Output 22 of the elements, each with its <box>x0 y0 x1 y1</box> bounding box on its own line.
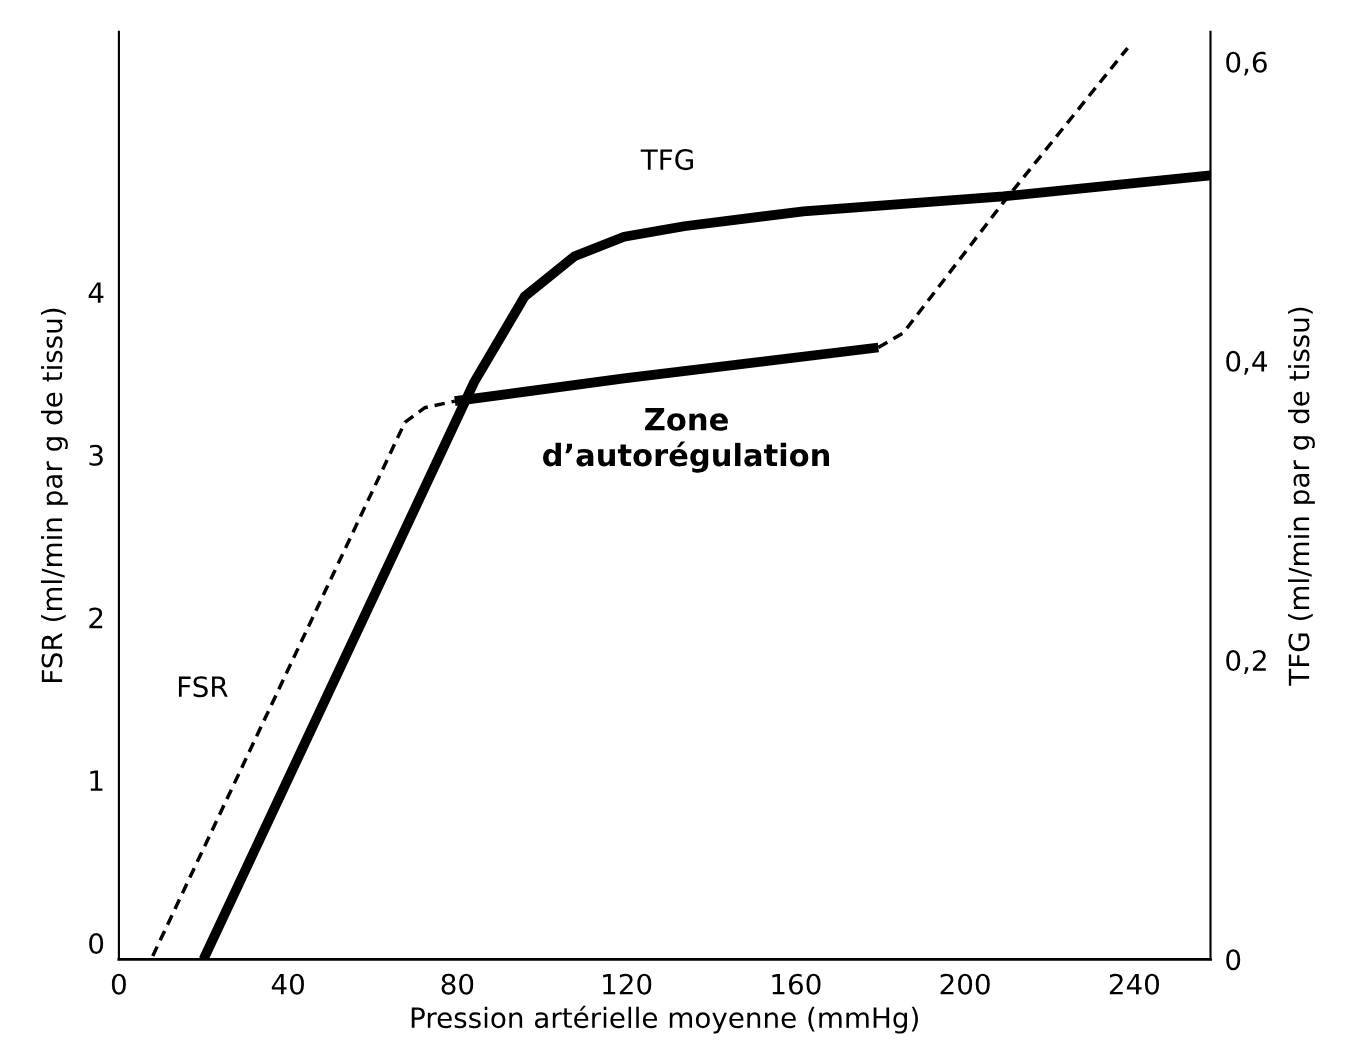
series-label: TFG <box>640 149 693 171</box>
y-tick-label: 0 <box>89 932 104 954</box>
y-axis-title: FSR (ml/min par g de tissu) <box>41 308 68 682</box>
x-tick-label: 80 <box>441 973 474 995</box>
y-tick-label: 4 <box>88 282 104 303</box>
x-tick-label: 120 <box>603 973 652 995</box>
y2-tick-label: 0 <box>1226 949 1241 971</box>
x-tick-label: 160 <box>772 973 821 995</box>
y2-axis-title: TFG (ml/min par g de tissu) <box>1288 307 1315 686</box>
y2-tick-label: 0,2 <box>1226 650 1266 674</box>
series-label: FSR <box>178 676 228 698</box>
x-tick-label: 0 <box>111 973 126 995</box>
x-tick-label: 240 <box>1109 973 1159 995</box>
y-tick-label: 1 <box>90 770 103 791</box>
annotation: Zone d’autorégulation <box>543 408 830 473</box>
y2-tick-label: 0,4 <box>1226 350 1267 375</box>
y-tick-label: 2 <box>89 607 103 629</box>
y-tick-label: 3 <box>89 444 103 466</box>
x-tick-label: 200 <box>940 973 990 995</box>
x-tick-label: 40 <box>271 973 304 995</box>
x-axis-title: Pression artérielle moyenne (mmHg) <box>411 1005 918 1034</box>
y2-tick-label: 0,6 <box>1226 51 1267 76</box>
